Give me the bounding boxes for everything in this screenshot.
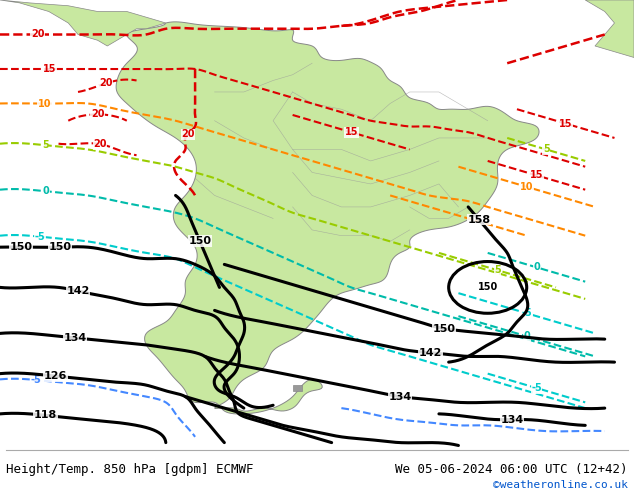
Text: 142: 142: [66, 286, 89, 296]
Text: -5: -5: [531, 383, 542, 393]
Text: 20: 20: [100, 78, 113, 88]
Text: 15: 15: [530, 171, 543, 180]
Text: 150: 150: [477, 282, 498, 293]
Polygon shape: [116, 22, 539, 414]
Text: 5: 5: [495, 265, 501, 275]
Text: 134: 134: [63, 333, 87, 343]
Text: 20: 20: [93, 139, 107, 149]
Text: -5: -5: [522, 308, 533, 318]
Text: 0: 0: [42, 186, 49, 196]
Polygon shape: [585, 0, 634, 57]
Text: 15: 15: [43, 64, 56, 74]
Text: Height/Temp. 850 hPa [gdpm] ECMWF: Height/Temp. 850 hPa [gdpm] ECMWF: [6, 463, 254, 476]
Text: -5: -5: [30, 375, 41, 385]
Polygon shape: [293, 385, 302, 391]
Text: 15: 15: [559, 119, 573, 128]
Text: 150: 150: [48, 242, 71, 252]
Text: 10: 10: [38, 98, 51, 109]
Text: ©weatheronline.co.uk: ©weatheronline.co.uk: [493, 480, 628, 490]
Text: 5: 5: [543, 145, 550, 154]
Polygon shape: [0, 0, 166, 46]
Text: 150: 150: [188, 236, 211, 246]
Text: 142: 142: [418, 348, 442, 358]
Text: 0: 0: [524, 331, 530, 342]
Text: 20: 20: [31, 29, 44, 40]
Text: 118: 118: [34, 410, 57, 420]
Text: 150: 150: [10, 242, 33, 252]
Text: 20: 20: [181, 129, 195, 139]
Text: 5: 5: [42, 140, 49, 150]
Text: 158: 158: [468, 215, 491, 225]
Text: 150: 150: [432, 323, 455, 334]
Text: -5: -5: [34, 232, 45, 242]
Text: We 05-06-2024 06:00 UTC (12+42): We 05-06-2024 06:00 UTC (12+42): [395, 463, 628, 476]
Text: 134: 134: [389, 392, 412, 402]
Text: 126: 126: [44, 371, 67, 381]
Text: 20: 20: [91, 109, 105, 120]
Text: 15: 15: [344, 127, 358, 137]
Text: 0: 0: [533, 262, 540, 272]
Text: 10: 10: [520, 182, 534, 192]
Text: 134: 134: [501, 415, 524, 425]
